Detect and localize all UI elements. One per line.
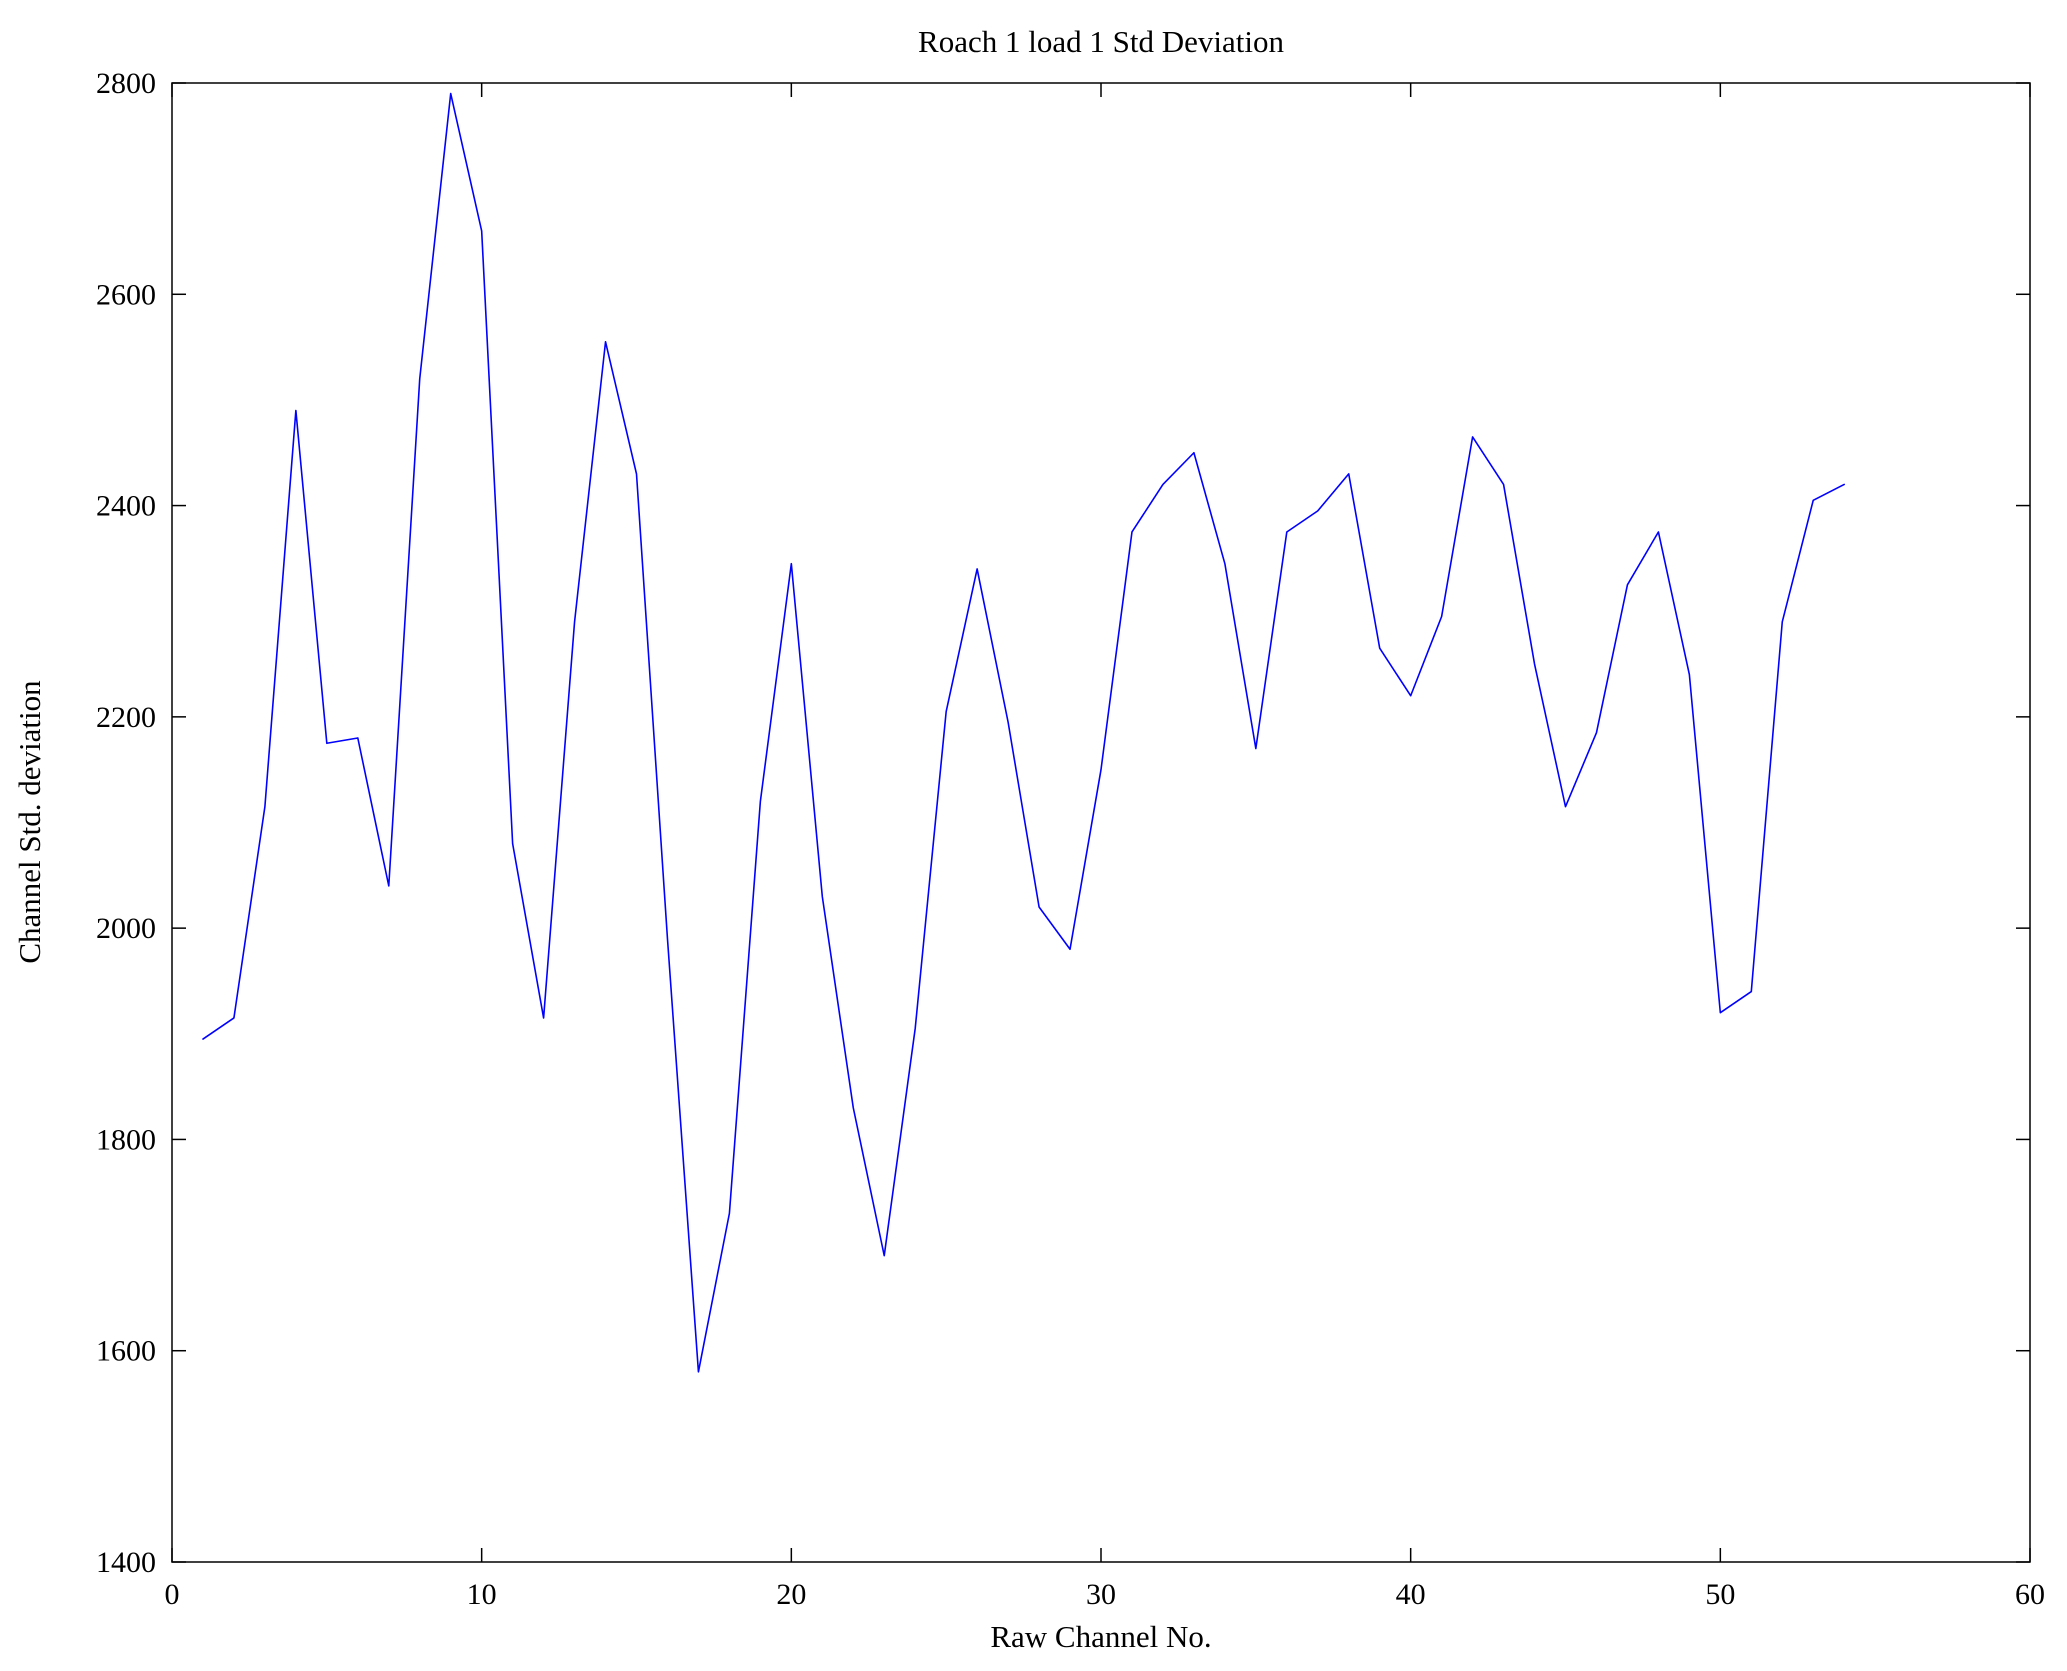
y-tick-label: 2800 — [96, 67, 156, 100]
plot-border — [171, 82, 2031, 1563]
y-tick-label: 1800 — [96, 1123, 156, 1156]
y-tick-label: 2400 — [96, 490, 156, 523]
y-tick-label: 2000 — [96, 912, 156, 945]
y-tick-label: 2200 — [96, 701, 156, 734]
y-tick-label: 2600 — [96, 278, 156, 311]
y-tick-label: 1600 — [96, 1335, 156, 1368]
x-tick-label: 50 — [1705, 1578, 1735, 1611]
x-tick-label: 60 — [2015, 1578, 2045, 1611]
data-line-series — [202, 92, 1845, 1373]
x-tick-label: 0 — [165, 1578, 180, 1611]
x-axis-label: Raw Channel No. — [990, 1619, 1212, 1654]
x-tick-label: 40 — [1396, 1578, 1426, 1611]
x-tick-label: 10 — [467, 1578, 497, 1611]
y-tick-label: 1400 — [96, 1546, 156, 1579]
chart-title: Roach 1 load 1 Std Deviation — [918, 24, 1284, 59]
x-tick-label: 30 — [1086, 1578, 1116, 1611]
x-tick-label: 20 — [776, 1578, 806, 1611]
